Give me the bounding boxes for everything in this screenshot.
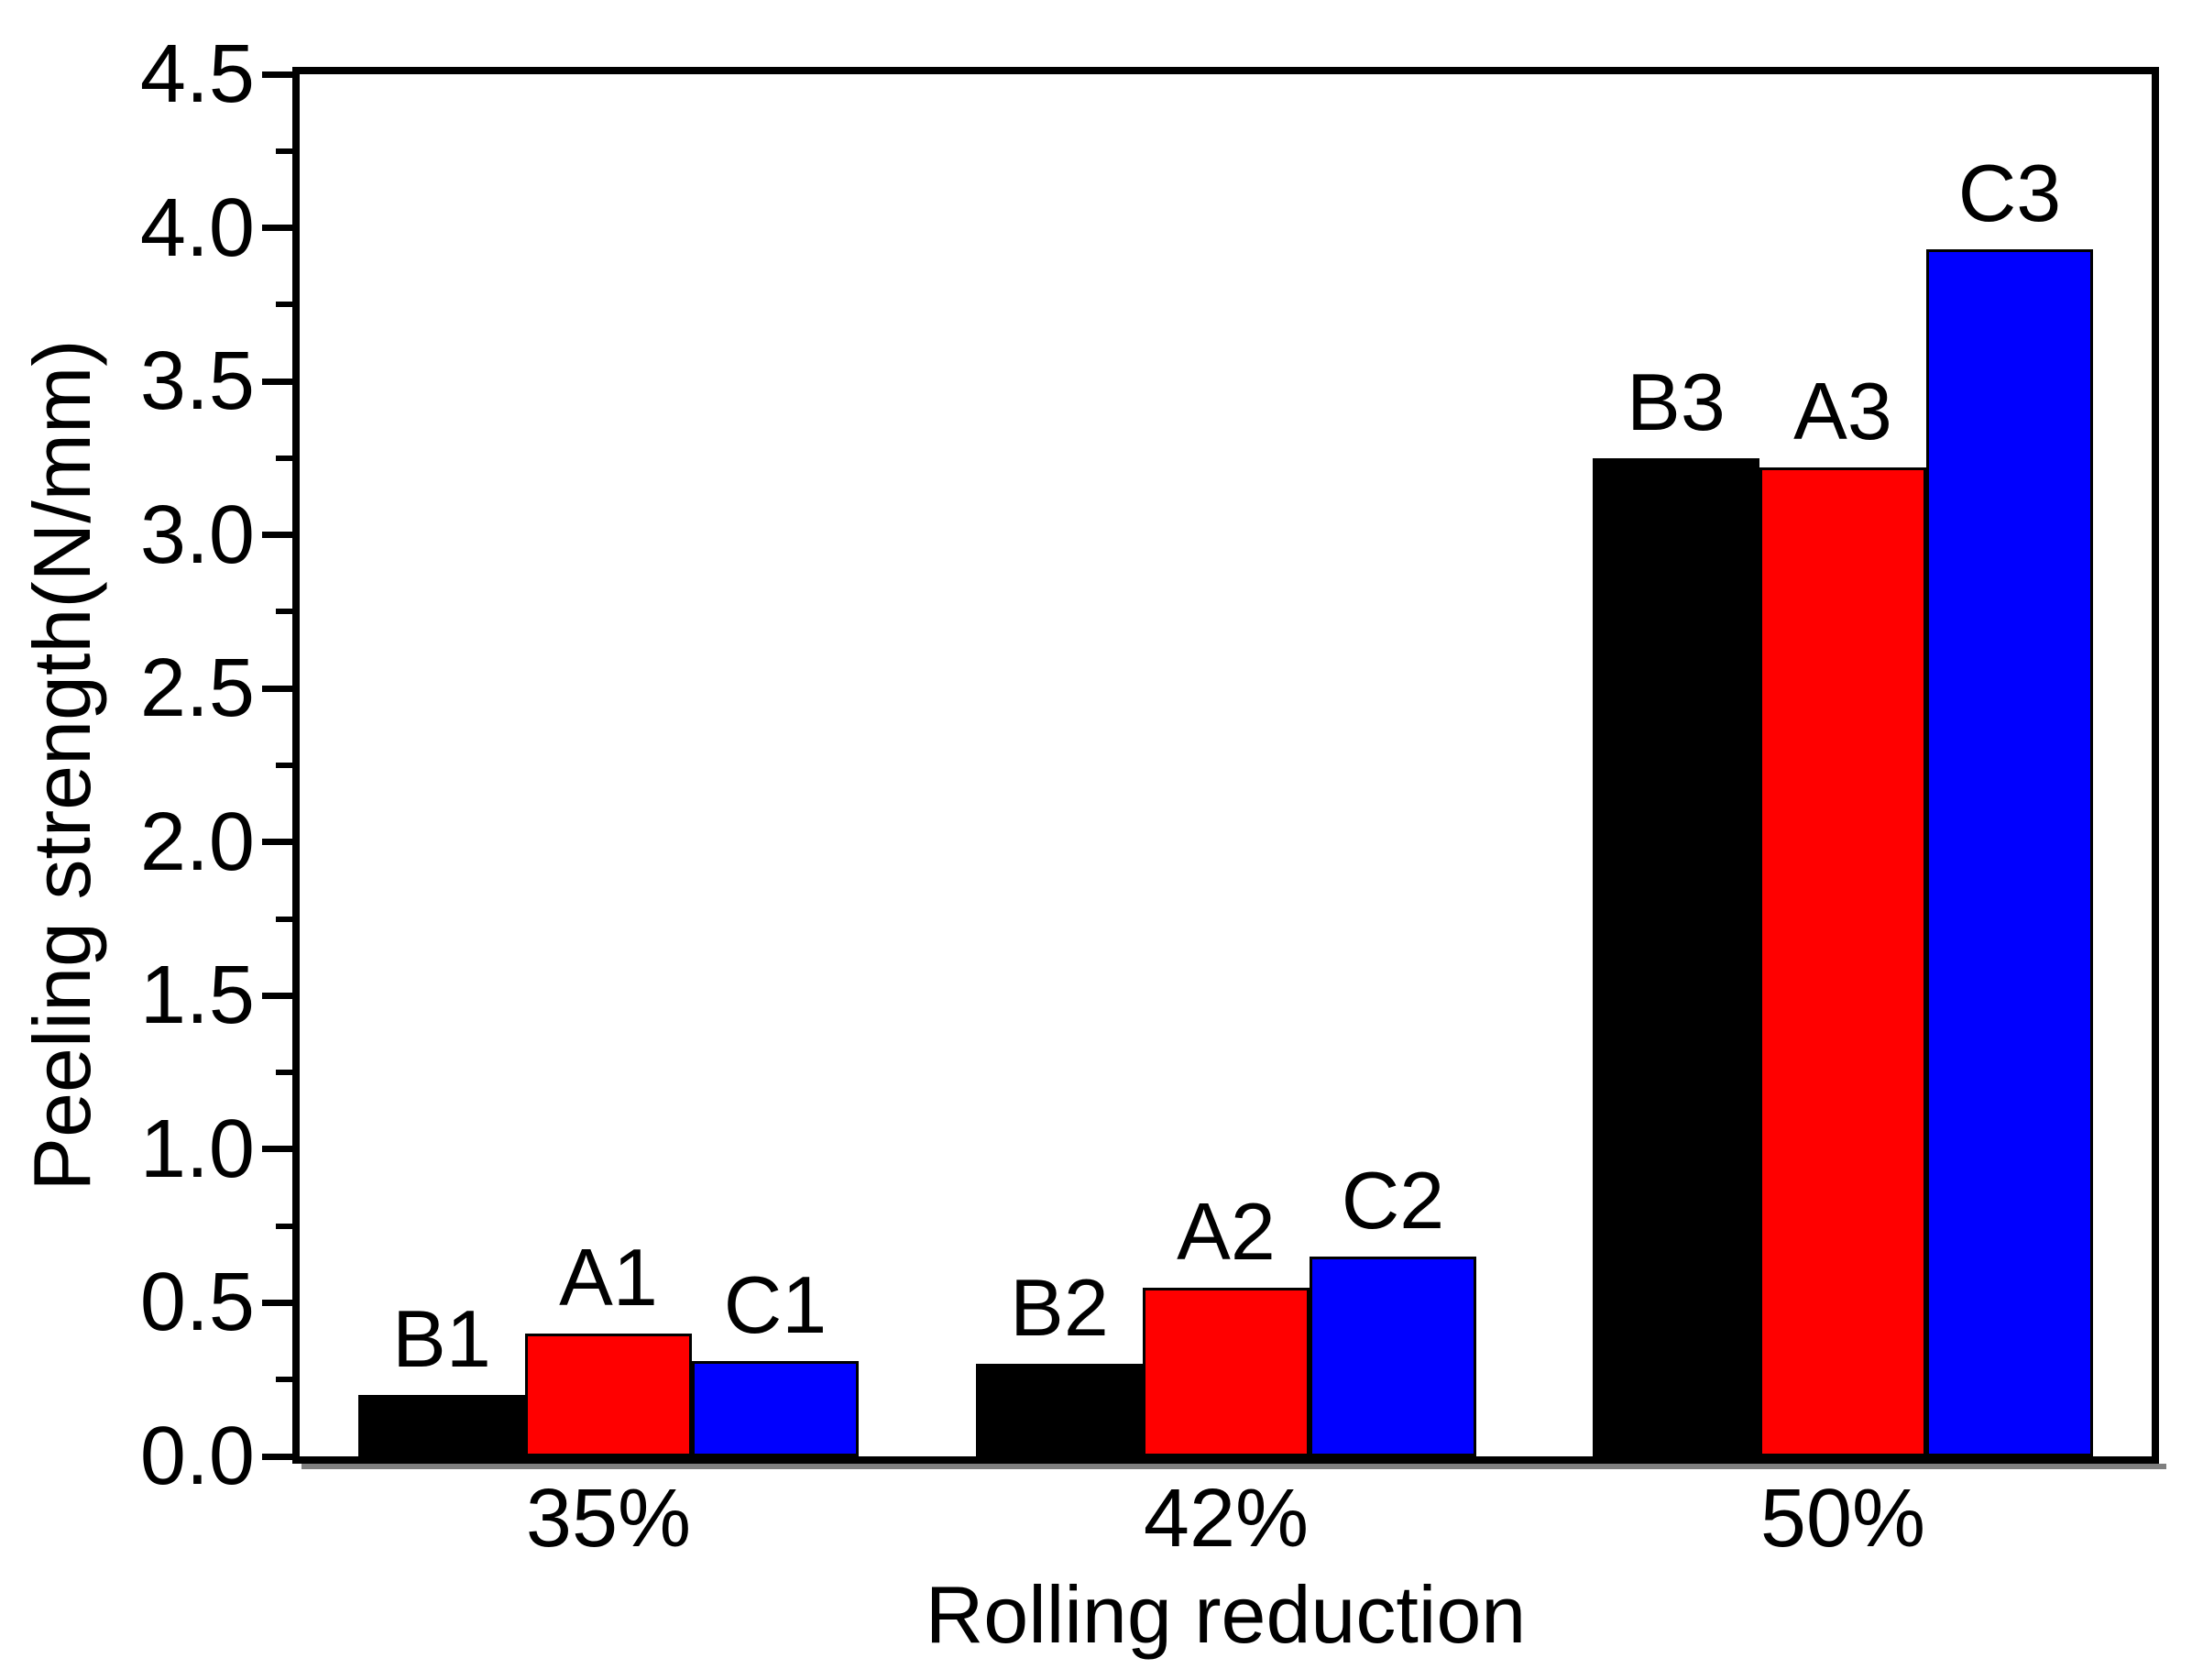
y-major-tick	[262, 686, 292, 692]
bar-value-label: C1	[723, 1259, 827, 1350]
x-category-label: 42%	[1143, 1473, 1310, 1565]
y-tick-label: 3.0	[139, 489, 255, 581]
y-tick-label: 1.5	[139, 950, 255, 1041]
bar-value-label: B2	[1010, 1262, 1109, 1353]
y-major-tick	[262, 532, 292, 538]
y-minor-tick	[276, 1224, 292, 1229]
y-minor-tick	[276, 302, 292, 307]
bar-value-label: C2	[1341, 1155, 1445, 1246]
y-axis-title-text: Peeling strength(N/mm)	[16, 339, 107, 1191]
y-tick-label: 0.0	[139, 1411, 255, 1502]
bar-value-label: B3	[1627, 357, 1726, 447]
bar-A2	[1143, 1288, 1310, 1456]
bar-A3	[1759, 467, 1926, 1456]
y-tick-label: 2.5	[139, 642, 255, 734]
y-major-tick	[262, 1454, 292, 1460]
bar-value-label: A1	[559, 1232, 658, 1323]
y-tick-label: 3.5	[139, 335, 255, 427]
bar-value-label: A2	[1177, 1186, 1276, 1277]
x-category-label: 50%	[1759, 1473, 1926, 1565]
y-minor-tick	[276, 148, 292, 154]
bottom-axis-shadow	[301, 1464, 2166, 1469]
bar-value-label: B1	[392, 1293, 491, 1384]
x-category-label: 35%	[525, 1473, 692, 1565]
bar-B3	[1593, 458, 1759, 1456]
y-major-tick	[262, 225, 292, 231]
y-major-tick	[262, 71, 292, 78]
y-major-tick	[262, 1300, 292, 1306]
bar-B1	[358, 1395, 525, 1456]
y-major-tick	[262, 1146, 292, 1152]
bar-A1	[525, 1334, 692, 1456]
bar-C1	[692, 1361, 859, 1456]
y-tick-label: 4.5	[139, 28, 255, 120]
bar-value-label: C3	[1957, 148, 2062, 238]
y-major-tick	[262, 839, 292, 845]
y-major-tick	[262, 379, 292, 385]
y-minor-tick	[276, 1377, 292, 1382]
bar-C3	[1926, 249, 2093, 1456]
y-tick-label: 2.0	[139, 796, 255, 888]
y-minor-tick	[276, 763, 292, 768]
y-tick-label: 1.0	[139, 1104, 255, 1195]
bar-B2	[976, 1364, 1143, 1456]
y-minor-tick	[276, 917, 292, 922]
y-minor-tick	[276, 1070, 292, 1075]
y-minor-tick	[276, 609, 292, 614]
x-axis-title: Rolling reduction	[925, 1569, 1527, 1660]
y-tick-label: 4.0	[139, 182, 255, 274]
y-tick-label: 0.5	[139, 1257, 255, 1348]
y-minor-tick	[276, 456, 292, 461]
y-major-tick	[262, 993, 292, 999]
bar-C2	[1310, 1257, 1476, 1456]
bar-value-label: A3	[1793, 366, 1892, 456]
